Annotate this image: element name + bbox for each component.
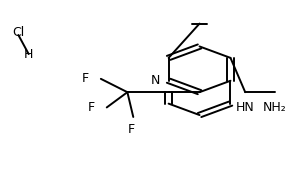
Text: H: H xyxy=(24,48,33,60)
Text: Cl: Cl xyxy=(12,26,25,39)
Text: HN: HN xyxy=(236,101,255,114)
Text: F: F xyxy=(128,123,135,136)
Text: F: F xyxy=(82,72,89,85)
Text: N: N xyxy=(150,74,160,87)
Text: NH₂: NH₂ xyxy=(263,101,287,114)
Text: F: F xyxy=(88,101,95,114)
